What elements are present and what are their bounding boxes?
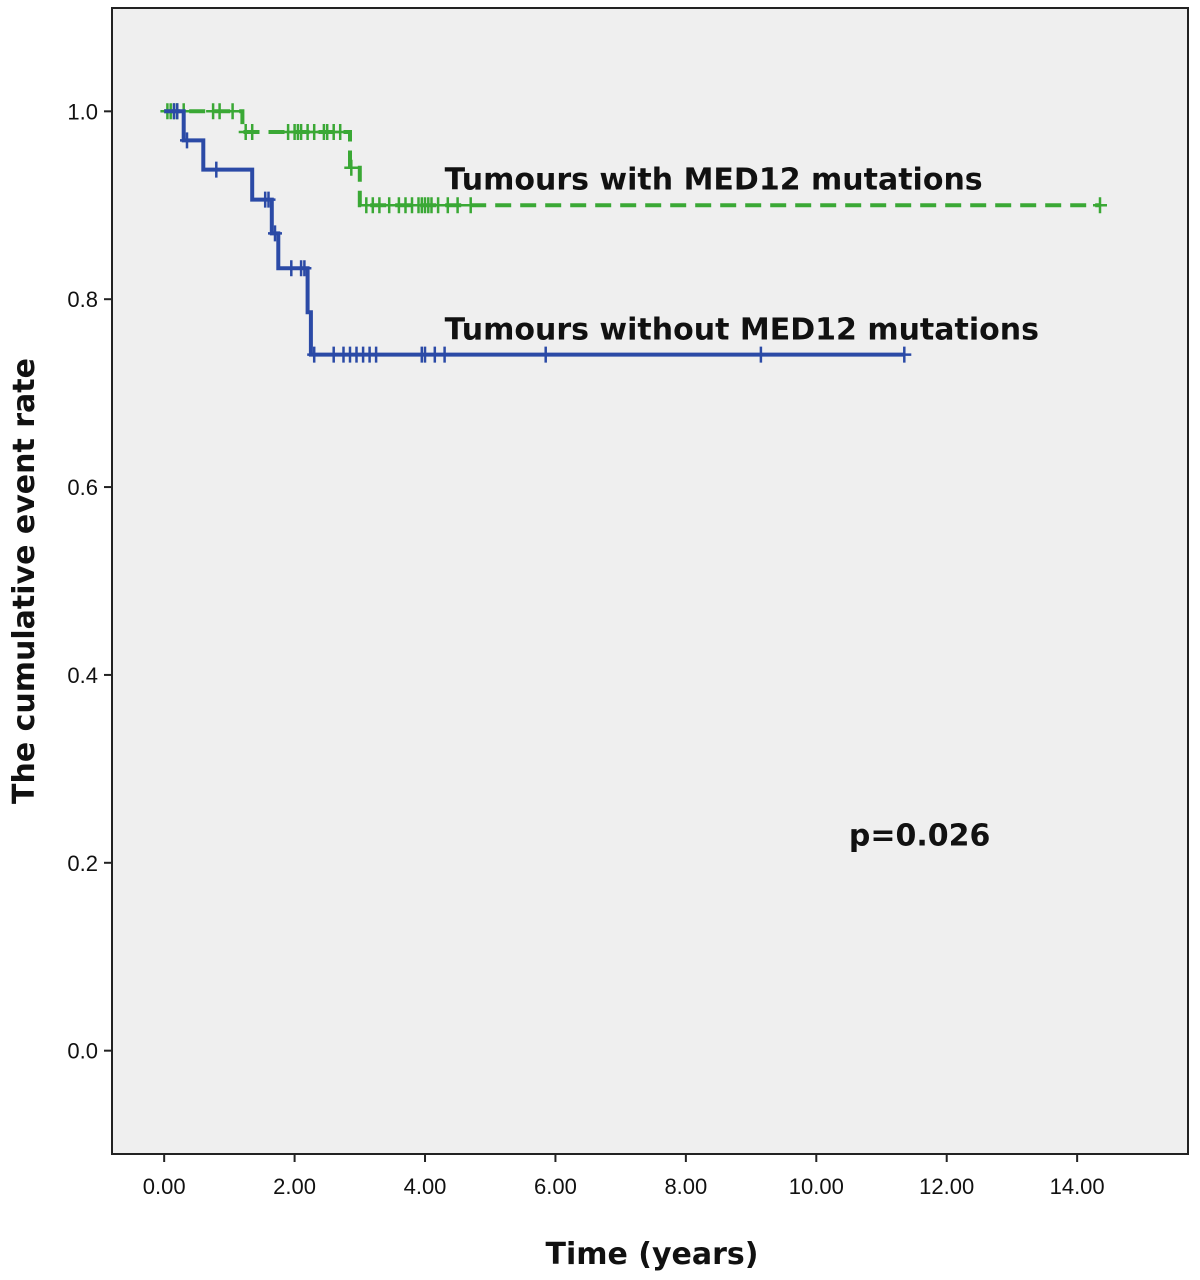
censor-mark-0 xyxy=(212,103,227,120)
censor-mark-1 xyxy=(369,346,384,363)
y-tick-label: 0.8 xyxy=(67,287,98,312)
x-tick-label: 10.00 xyxy=(789,1174,844,1199)
annotation-layer: Tumours with MED12 mutations Tumours with… xyxy=(445,162,1039,853)
y-tick-label: 0.6 xyxy=(67,475,98,500)
censor-mark-0 xyxy=(463,197,478,214)
series-line-0 xyxy=(164,109,1100,208)
censor-mark-1 xyxy=(170,103,185,120)
series-layer xyxy=(160,103,1107,363)
censor-mark-0 xyxy=(1093,197,1107,214)
y-tick-label: 0.4 xyxy=(67,663,98,688)
p-value-label: p=0.026 xyxy=(849,819,991,854)
x-tick-label: 12.00 xyxy=(919,1174,974,1199)
y-tick-label: 0.0 xyxy=(67,1039,98,1064)
censor-mark-1 xyxy=(261,191,276,208)
censor-mark-0 xyxy=(225,103,240,120)
x-tick-label: 14.00 xyxy=(1050,1174,1105,1199)
censor-mark-0 xyxy=(344,159,359,176)
censor-mark-0 xyxy=(450,197,465,214)
y-tick-label: 0.2 xyxy=(67,851,98,876)
plot-area xyxy=(111,7,1189,1155)
series-label-0: Tumours with MED12 mutations xyxy=(445,162,983,197)
censor-mark-0 xyxy=(333,124,348,140)
censor-mark-1 xyxy=(180,132,194,149)
censor-mark-1 xyxy=(538,346,553,363)
censor-mark-1 xyxy=(209,161,224,178)
censor-mark-1 xyxy=(437,346,452,363)
x-tick-label: 2.00 xyxy=(273,1174,316,1199)
censor-mark-1 xyxy=(268,225,282,242)
censor-mark-1 xyxy=(897,346,912,363)
censor-mark-0 xyxy=(245,124,260,140)
x-axis-title: Time (years) xyxy=(545,1237,758,1272)
series-label-1: Tumours without MED12 mutations xyxy=(445,313,1039,348)
censor-mark-1 xyxy=(297,260,312,277)
y-axis: 0.0 0.2 0.4 0.6 0.8 1.0 xyxy=(67,99,112,1064)
x-tick-label: 6.00 xyxy=(534,1174,577,1199)
y-tick-label: 1.0 xyxy=(67,99,98,124)
censor-mark-1 xyxy=(307,346,322,363)
y-axis-title: The cumulative event rate xyxy=(7,358,42,804)
x-tick-label: 8.00 xyxy=(664,1174,707,1199)
x-tick-label: 4.00 xyxy=(404,1174,447,1199)
x-axis: 0.00 2.00 4.00 6.00 8.00 10.00 12.00 14.00 xyxy=(143,1154,1105,1199)
censor-mark-1 xyxy=(753,346,768,363)
x-tick-label: 0.00 xyxy=(143,1174,186,1199)
